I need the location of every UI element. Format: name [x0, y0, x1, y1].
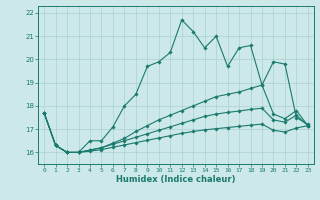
X-axis label: Humidex (Indice chaleur): Humidex (Indice chaleur)	[116, 175, 236, 184]
